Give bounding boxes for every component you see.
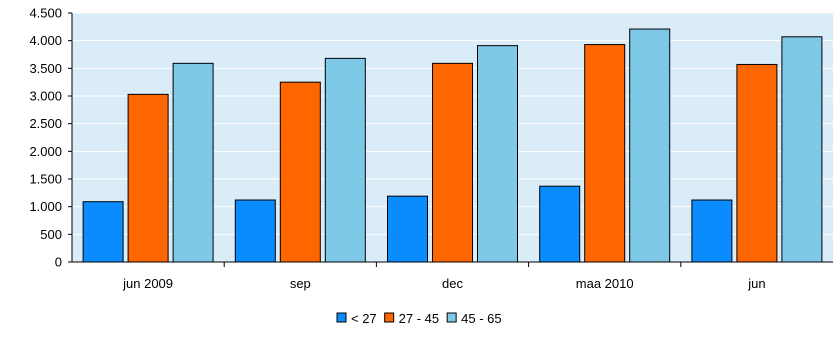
bar-27-2 <box>387 195 428 263</box>
y-tick-label: 1.000 <box>29 199 62 214</box>
y-tick-label: 4.000 <box>29 33 62 48</box>
bar-45-65-4 <box>781 36 823 263</box>
x-axis-ticks: jun 2009 sep dec maa 2010 jun <box>122 262 766 291</box>
bar-27-45-2 <box>432 62 473 263</box>
x-tick-label: maa 2010 <box>576 276 634 291</box>
legend-label: 27 - 45 <box>399 311 439 326</box>
legend-swatch <box>384 312 395 323</box>
x-tick-label: sep <box>290 276 311 291</box>
legend-label: < 27 <box>351 311 377 326</box>
bar-27-45-3 <box>584 44 626 263</box>
y-tick-label: 0 <box>55 255 62 270</box>
bar-27-4 <box>691 199 733 263</box>
legend-swatch <box>336 312 347 323</box>
x-tick-label: jun <box>747 276 765 291</box>
x-tick-label: jun 2009 <box>122 276 173 291</box>
bar-27-45-4 <box>736 63 778 263</box>
y-tick-label: 2.000 <box>29 144 62 159</box>
bars <box>82 28 823 263</box>
legend-swatch <box>446 312 457 323</box>
x-tick-label: dec <box>442 276 463 291</box>
bar-27-3 <box>539 185 581 263</box>
bar-27-0 <box>82 201 124 263</box>
y-tick-label: 1.500 <box>29 172 62 187</box>
bar-45-65-2 <box>477 45 518 263</box>
y-tick-label: 3.000 <box>29 89 62 104</box>
legend: < 27 27 - 45 45 - 65 <box>336 311 502 326</box>
bar-45-65-0 <box>172 62 214 263</box>
y-tick-label: 4.500 <box>29 6 62 21</box>
bar-27-1 <box>234 199 276 263</box>
legend-label: 45 - 65 <box>461 311 501 326</box>
y-tick-label: 500 <box>40 227 62 242</box>
y-tick-label: 3.500 <box>29 61 62 76</box>
bar-45-65-1 <box>324 57 366 263</box>
bar-27-45-1 <box>279 81 321 263</box>
y-axis-ticks: 0 500 1.000 1.500 2.000 2.500 3.000 3.500 4.000 4… <box>29 6 72 270</box>
bar-45-65-3 <box>629 28 671 263</box>
y-tick-label: 2.500 <box>29 116 62 131</box>
bar-27-45-0 <box>127 93 169 263</box>
